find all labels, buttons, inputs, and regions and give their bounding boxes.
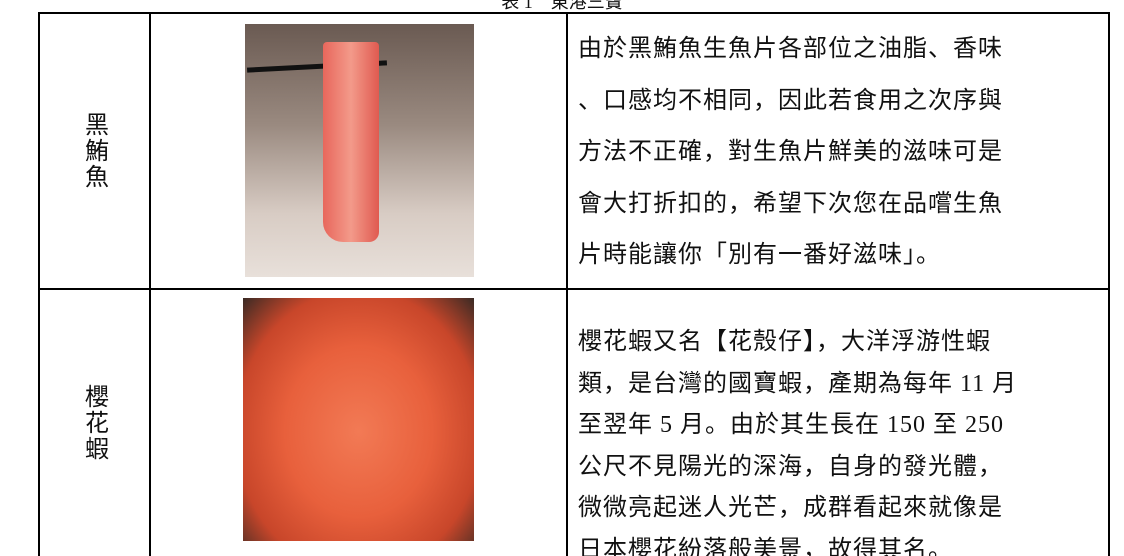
border <box>566 12 568 556</box>
row-name-text: 黑鮪魚 <box>80 112 107 190</box>
description-line: 微微亮起迷人光芒，成群看起來就像是 <box>578 495 1003 521</box>
description-line: 類，是台灣的國寶蝦，產期為每年 11 月 <box>578 370 1018 397</box>
description-line: 公尺不見陽光的深海，自身的發光體， <box>578 453 1003 480</box>
row-name-text: 櫻花蝦 <box>80 384 107 462</box>
row-name: 黑鮪魚 <box>38 14 150 288</box>
border <box>38 12 40 556</box>
row-name: 櫻花蝦 <box>38 290 150 556</box>
border <box>38 288 1110 290</box>
border <box>38 12 1110 14</box>
description-line: 至翌年 5 月。由於其生長在 150 至 250 <box>578 412 1004 438</box>
border <box>149 12 151 556</box>
description-line: 片時能讓你「別有一番好滋味」。 <box>578 242 941 268</box>
description-line: 方法不正確，對生魚片鮮美的滋味可是 <box>578 139 1003 165</box>
description-line: 日本櫻花紛落般美景，故得其名。 <box>578 536 953 556</box>
shrimp-image <box>243 298 474 541</box>
table-caption: 表 1 東港三寶 <box>501 0 623 12</box>
description-line: 、口感均不相同，因此若食用之次序與 <box>578 87 1003 114</box>
border <box>1108 12 1110 556</box>
description-line: 由於黑鮪魚生魚片各部位之油脂、香味 <box>578 36 1003 62</box>
description-line: 會大打折扣的，希望下次您在品嚐生魚 <box>578 190 1003 217</box>
description-line: 櫻花蝦又名【花殼仔】，大洋浮游性蝦 <box>578 329 991 355</box>
tuna-image <box>245 24 474 277</box>
